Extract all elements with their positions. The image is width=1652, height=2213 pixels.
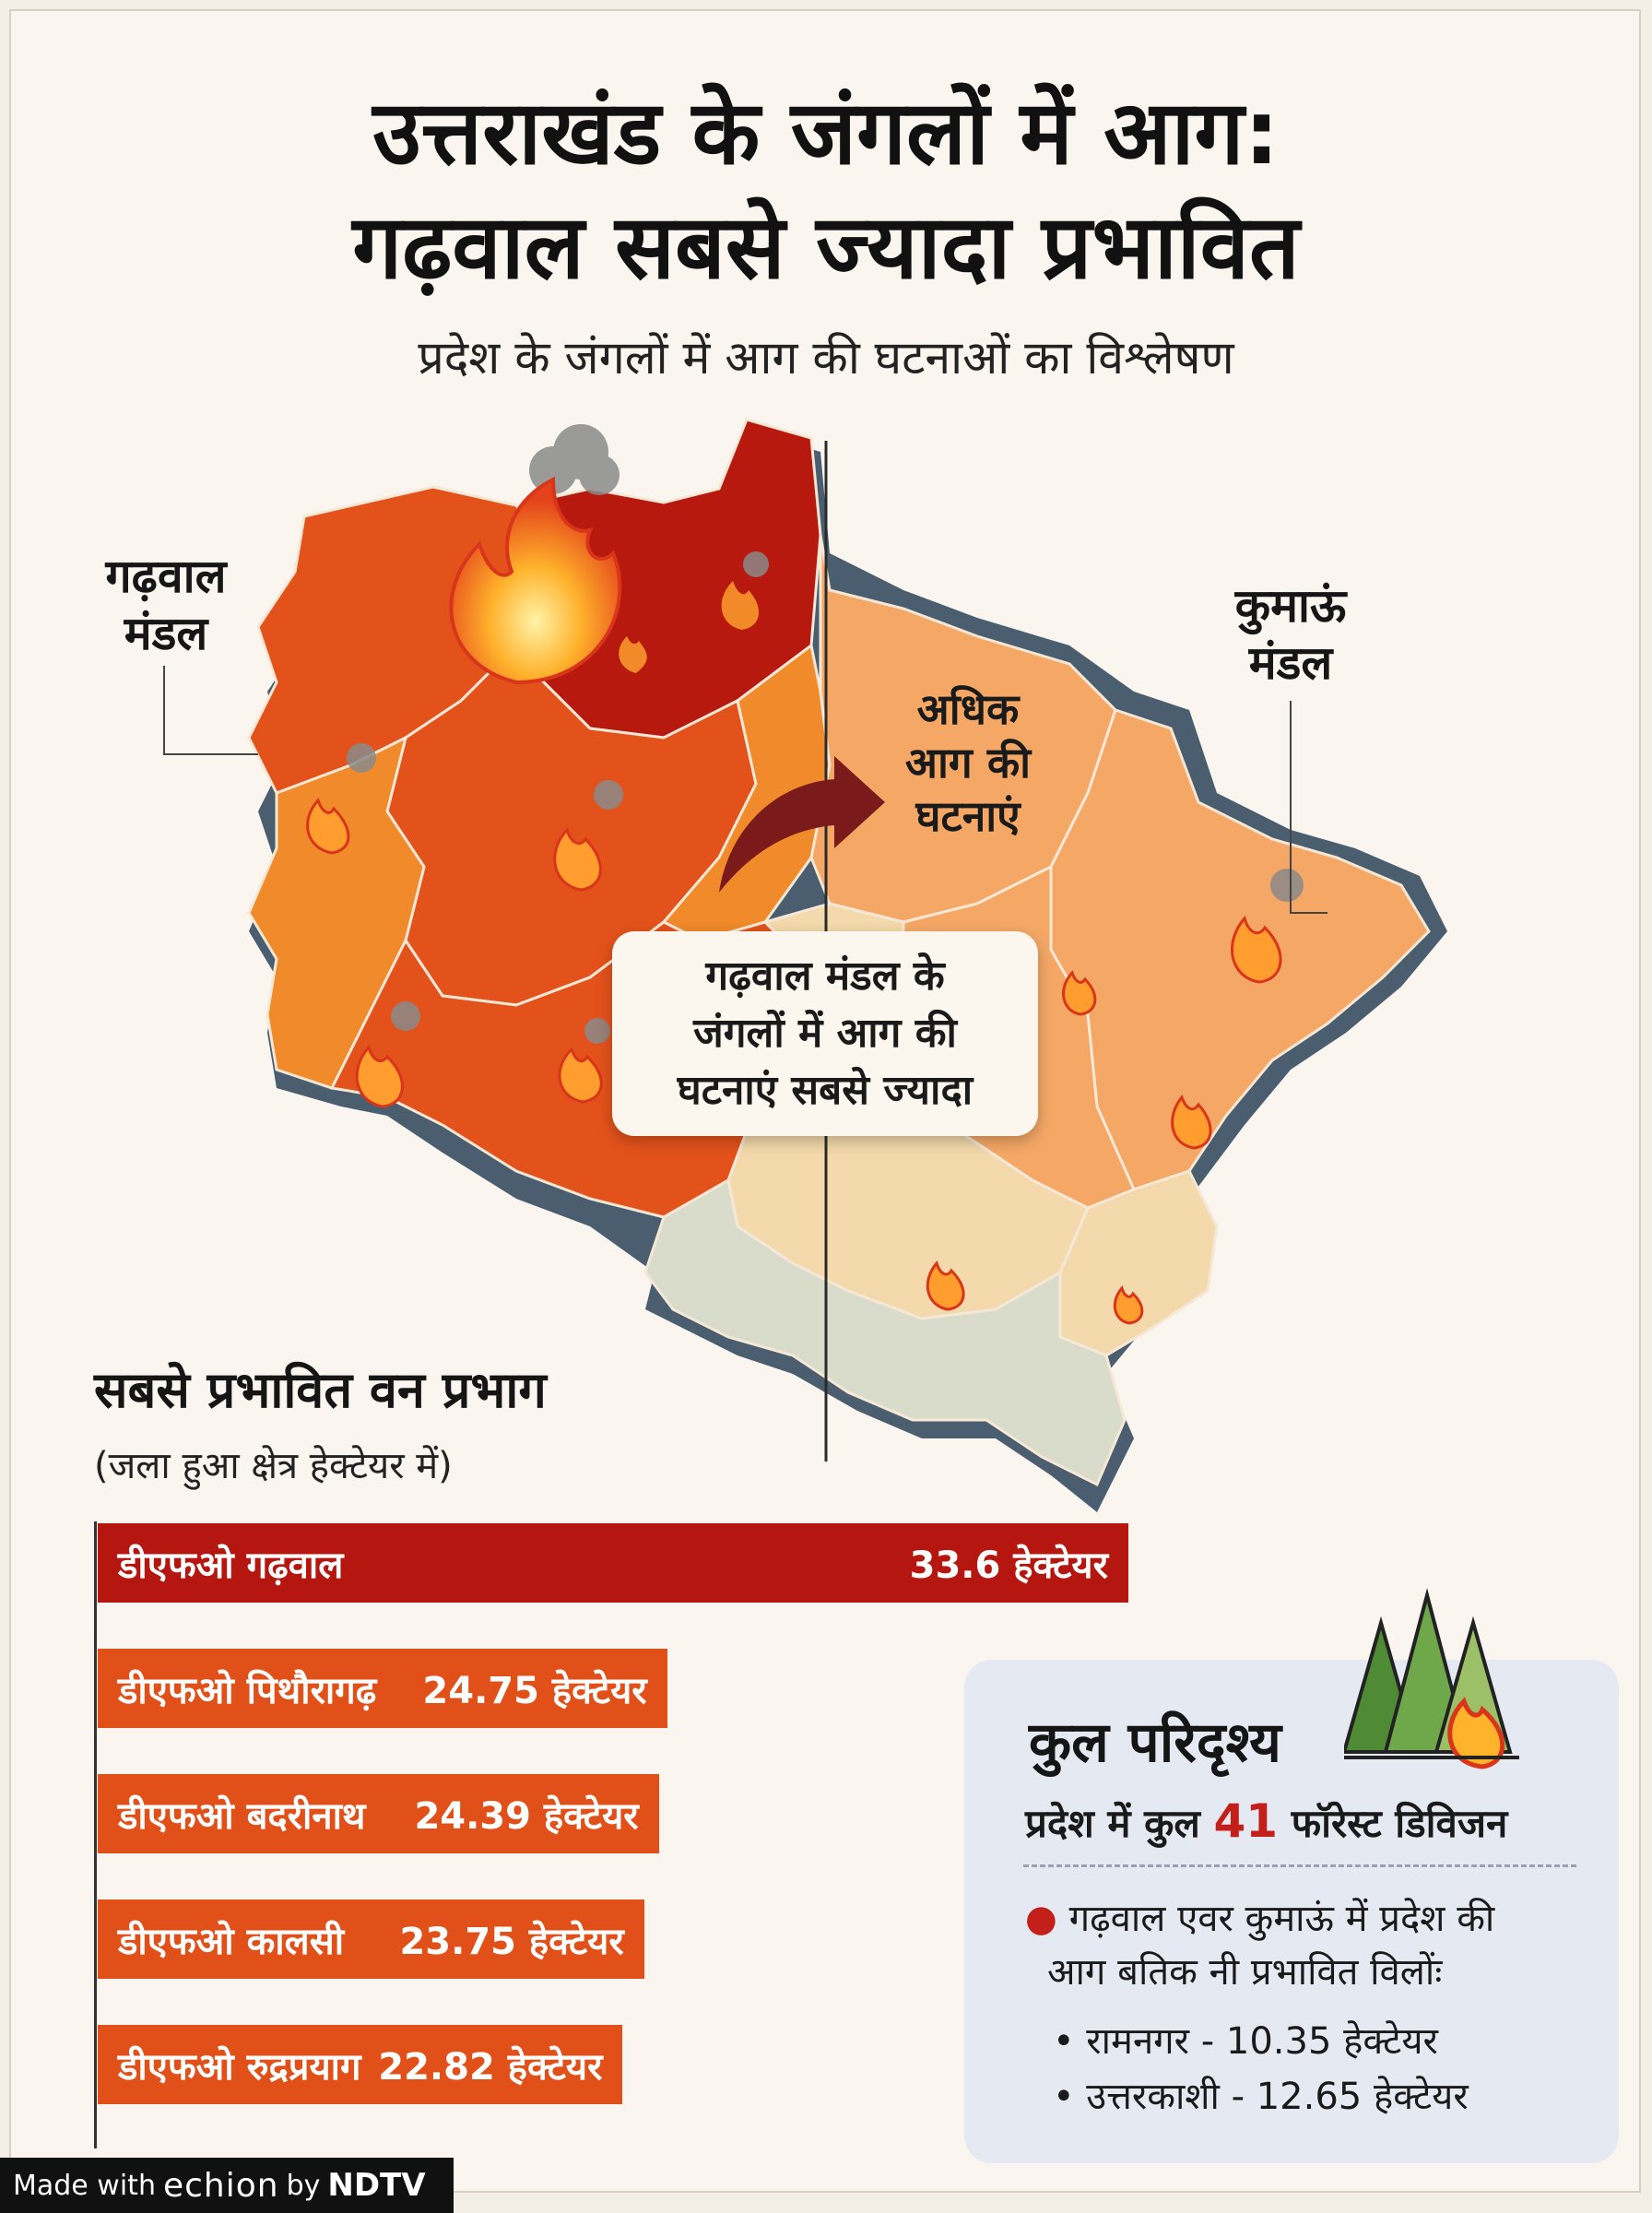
bar: डीएफओ पिथौरागढ़ 24.75 हेक्टेयर [98,1649,667,1728]
chart-subtitle: (जला हुआ क्षेत्र हेक्टेयर में) [94,1445,453,1487]
footer-credit: Made with echion by NDTV [0,2158,454,2213]
fire-icon [306,798,350,855]
bar: डीएफओ बदरीनाथ 24.39 हेक्टेयर [98,1774,659,1853]
echion-logo: echion [162,2166,279,2205]
bar-category-label: डीएफओ बदरीनाथ [118,1794,366,1838]
fire-icon [558,1047,603,1104]
fire-icon [1231,915,1282,984]
bar-value-label: 23.75 हेक्टेयर [399,1920,624,1963]
fire-icon [1062,970,1097,1016]
region-plains [643,1178,1127,1487]
bar-category-label: डीएफओ गढ़वाल [118,1544,344,1587]
garhwal-leader-line [163,666,258,755]
kumaon-division-label: कुमाऊं मंडल [1234,579,1347,690]
subtitle: प्रदेश के जंगलों में आग की घटनाओं का विश… [418,331,1234,385]
ndtv-logo: NDTV [327,2167,426,2204]
forest-division-count: 41 [1213,1794,1279,1848]
summary-heading: कुल परिदृश्य [1029,1710,1281,1775]
summary-note: ● गढ़वाल एवर कुमाऊं में प्रदेश की आग बति… [1025,1898,1495,1994]
bar: डीएफओ रुद्रप्रयाग 22.82 हेक्टेयर [98,2025,623,2104]
summary-item: • रामनगर - 10.35 हेक्टेयर [1053,2020,1438,2063]
arrow-icon [719,756,885,893]
fire-icon [1171,1094,1212,1150]
summary-divider [1023,1864,1576,1867]
summary-card: कुल परिदृश्य प्रदेश में कुल 41 फॉरेस्ट ड… [964,1660,1619,2163]
title-line-1: उत्तराखंड के जंगलों में आग: [372,81,1280,184]
fire-icon [355,1045,404,1108]
bar-category-label: डीएफओ कालसी [118,1920,345,1963]
kumaon-leader-line [1290,701,1328,914]
bar-value-label: 33.6 हेक्टेयर [909,1544,1108,1587]
chart-axis-line [94,1521,97,2148]
smoke-icons [347,424,1304,1044]
fire-icon [553,827,602,892]
bar: डीएफओ गढ़वाल 33.6 हेक्टेयर [98,1523,1128,1603]
fire-icon [449,476,622,685]
fire-icon [1113,1284,1144,1325]
more-fires-label: अधिक आग की घटनाएं [904,684,1032,841]
bar: डीएफओ कालसी 23.75 हेक्टेयर [98,1899,644,1979]
summary-stat: प्रदेश में कुल 41 फॉरेस्ट डिविजन [1025,1794,1508,1848]
forest-fire-icon [1344,1588,1519,1769]
fire-icon [721,581,760,630]
chart-title: सबसे प्रभावित वन प्रभाग [94,1361,547,1419]
bar-value-label: 24.39 हेक्टेयर [414,1794,639,1838]
summary-item: • उत्तरकाशी - 12.65 हेक्टेयर [1053,2076,1469,2118]
bar-value-label: 24.75 हेक्टेयर [422,1669,647,1712]
bar-category-label: डीएफओ रुद्रप्रयाग [118,2045,361,2089]
garhwal-callout-box: गढ़वाल मंडल के जंगलों में आग की घटनाएं स… [612,931,1038,1136]
title-line-2: गढ़वाल सबसे ज्यादा प्रभावित [352,195,1300,299]
bar-category-label: डीएफओ पिथौरागढ़ [118,1669,377,1712]
garhwal-division-label: गढ़वाल मंडल [105,550,227,660]
fire-icon [619,636,647,673]
fire-icon [926,1260,965,1311]
fire-icons [306,476,1282,1325]
bar-value-label: 22.82 हेक्टेयर [378,2045,603,2089]
